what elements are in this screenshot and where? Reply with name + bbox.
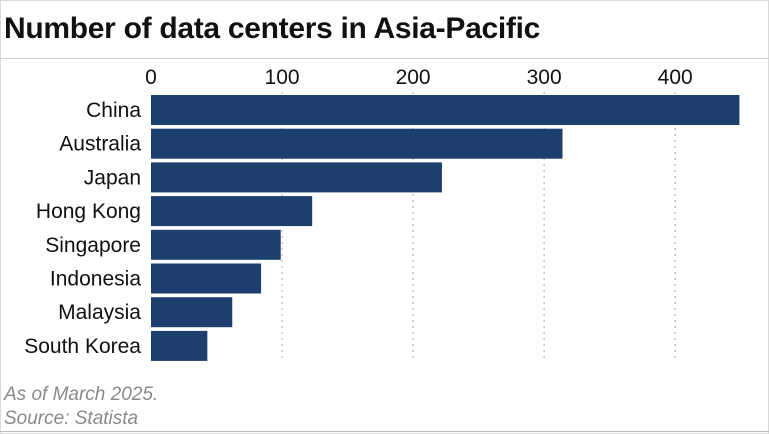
title-divider bbox=[0, 58, 769, 59]
x-tick-label: 400 bbox=[658, 66, 693, 89]
category-label: Hong Kong bbox=[36, 200, 141, 223]
x-axis-ticks: 0 100 200 300 400 bbox=[145, 66, 693, 89]
bars bbox=[151, 95, 740, 361]
bottom-divider bbox=[0, 431, 769, 432]
category-label: Japan bbox=[84, 166, 141, 189]
source-note: Source: Statista bbox=[4, 408, 139, 429]
category-labels: China Australia Japan Hong Kong Singapore Ind… bbox=[24, 99, 141, 358]
bar-japan bbox=[151, 162, 442, 193]
x-tick-label: 300 bbox=[527, 66, 562, 89]
chart-title: Number of data centers in Asia-Pacific bbox=[4, 12, 540, 45]
bar-malaysia bbox=[151, 297, 233, 328]
bar-singapore bbox=[151, 229, 281, 260]
x-tick-label: 100 bbox=[265, 66, 300, 89]
category-label: Singapore bbox=[45, 234, 141, 257]
bar-china bbox=[151, 95, 740, 125]
bar-australia bbox=[151, 128, 563, 159]
footnote: As of March 2025. bbox=[4, 384, 159, 405]
bar-indonesia bbox=[151, 263, 262, 294]
category-label: Indonesia bbox=[50, 268, 141, 291]
x-tick-label: 0 bbox=[145, 66, 157, 89]
x-tick-label: 200 bbox=[396, 66, 431, 89]
category-label: South Korea bbox=[24, 335, 141, 358]
category-label: China bbox=[86, 99, 141, 122]
bar-south-korea bbox=[151, 330, 208, 361]
bar-hong-kong bbox=[151, 196, 313, 227]
category-label: Malaysia bbox=[58, 301, 141, 324]
category-label: Australia bbox=[59, 133, 141, 156]
